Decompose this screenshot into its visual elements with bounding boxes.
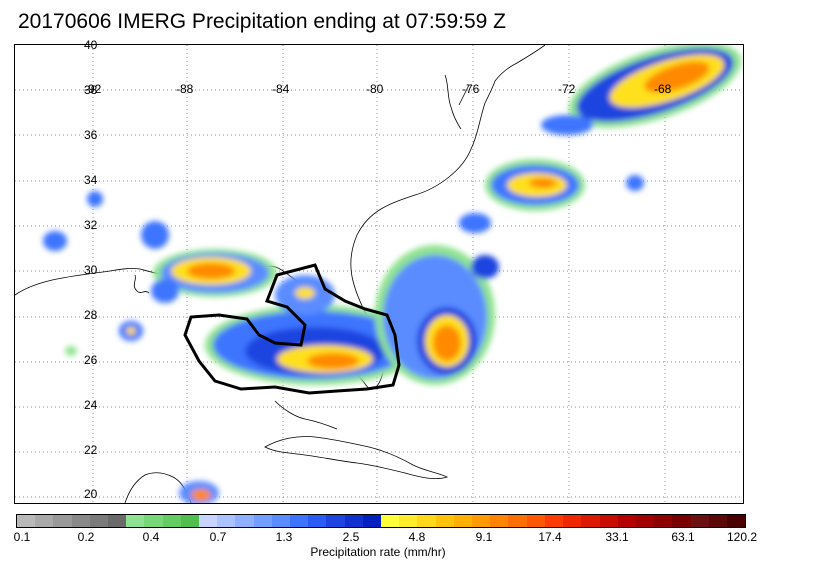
colorbar-swatch bbox=[71, 515, 90, 527]
colorbar-swatch bbox=[53, 515, 72, 527]
colorbar-swatch bbox=[435, 515, 454, 527]
colorbar-swatch bbox=[399, 515, 418, 527]
colorbar-swatch bbox=[690, 515, 709, 527]
colorbar-swatch bbox=[89, 515, 109, 527]
region-outline bbox=[183, 263, 401, 395]
lon-label-92: -92 bbox=[84, 82, 102, 96]
colorbar-tick: 1.3 bbox=[275, 530, 293, 544]
colorbar-tick: 17.4 bbox=[538, 530, 562, 544]
map-title: 20170606 IMERG Precipitation ending at 0… bbox=[18, 10, 506, 33]
lon-label-84: -84 bbox=[272, 82, 290, 96]
colorbar-swatch bbox=[344, 515, 363, 527]
colorbar-title: Precipitation rate (mm/hr) bbox=[310, 545, 446, 559]
colorbar-tick: 0.1 bbox=[13, 530, 31, 544]
colorbar-swatch bbox=[726, 515, 746, 527]
colorbar-swatch bbox=[617, 515, 636, 527]
colorbar-swatch bbox=[108, 515, 127, 527]
colorbar-swatch bbox=[180, 515, 200, 527]
map-panel bbox=[14, 44, 744, 504]
lon-label-80: -80 bbox=[366, 82, 384, 96]
colorbar-swatch bbox=[544, 515, 564, 527]
colorbar-swatch bbox=[326, 515, 345, 527]
colorbar-swatch bbox=[17, 515, 36, 527]
lat-label-34: 34 bbox=[84, 173, 98, 187]
lat-label-20: 20 bbox=[84, 487, 98, 501]
colorbar-swatch bbox=[508, 515, 527, 527]
colorbar-tick: 9.1 bbox=[475, 530, 493, 544]
colorbar-swatch bbox=[472, 515, 491, 527]
colorbar-swatch bbox=[381, 515, 400, 527]
colorbar-swatch bbox=[235, 515, 254, 527]
colorbar-swatch bbox=[217, 515, 236, 527]
lat-label-38: 38 bbox=[84, 83, 98, 97]
colorbar-tick: 4.8 bbox=[408, 530, 426, 544]
lat-label-36: 36 bbox=[84, 128, 98, 142]
colorbar-swatch bbox=[708, 515, 727, 527]
colorbar-swatch bbox=[253, 515, 272, 527]
lat-label-30: 30 bbox=[84, 263, 98, 277]
lat-label-24: 24 bbox=[84, 398, 98, 412]
lat-label-22: 22 bbox=[84, 443, 98, 457]
colorbar-tick: 33.1 bbox=[605, 530, 629, 544]
lat-label-28: 28 bbox=[84, 308, 98, 322]
colorbar-swatch bbox=[308, 515, 327, 527]
colorbar-swatch bbox=[563, 515, 582, 527]
colorbar-swatch bbox=[362, 515, 382, 527]
colorbar-swatch bbox=[199, 515, 218, 527]
lat-label-40: 40 bbox=[84, 38, 98, 52]
precipitation-field bbox=[43, 45, 742, 503]
colorbar-swatch bbox=[35, 515, 54, 527]
colorbar-swatch bbox=[654, 515, 673, 527]
precipitation-map bbox=[15, 45, 743, 503]
colorbar-swatch bbox=[490, 515, 509, 527]
colorbar-swatch bbox=[144, 515, 163, 527]
lon-label-72: -72 bbox=[558, 82, 576, 96]
colorbar-swatch bbox=[126, 515, 145, 527]
colorbar-tick: 0.7 bbox=[209, 530, 227, 544]
colorbar-tick: 0.4 bbox=[142, 530, 160, 544]
colorbar-swatch bbox=[526, 515, 545, 527]
colorbar-swatch bbox=[599, 515, 618, 527]
colorbar-swatch bbox=[162, 515, 181, 527]
colorbar-tick: 2.5 bbox=[342, 530, 360, 544]
colorbar-swatch bbox=[635, 515, 655, 527]
colorbar-swatch bbox=[672, 515, 691, 527]
lat-label-26: 26 bbox=[84, 353, 98, 367]
colorbar-title-row: Precipitation rate (mm/hr) bbox=[0, 545, 826, 559]
colorbar-swatch bbox=[271, 515, 291, 527]
lon-label-76: -76 bbox=[462, 82, 480, 96]
colorbar-tick: 0.2 bbox=[77, 530, 95, 544]
colorbar-swatch bbox=[417, 515, 436, 527]
colorbar bbox=[16, 514, 746, 528]
lat-label-32: 32 bbox=[84, 218, 98, 232]
colorbar-swatch bbox=[581, 515, 600, 527]
lon-label-88: -88 bbox=[176, 82, 194, 96]
colorbar-swatch bbox=[453, 515, 473, 527]
colorbar-tick: 63.1 bbox=[671, 530, 695, 544]
colorbar-swatch bbox=[290, 515, 309, 527]
lon-label-68: -68 bbox=[654, 82, 672, 96]
colorbar-tick: 120.2 bbox=[726, 530, 758, 544]
